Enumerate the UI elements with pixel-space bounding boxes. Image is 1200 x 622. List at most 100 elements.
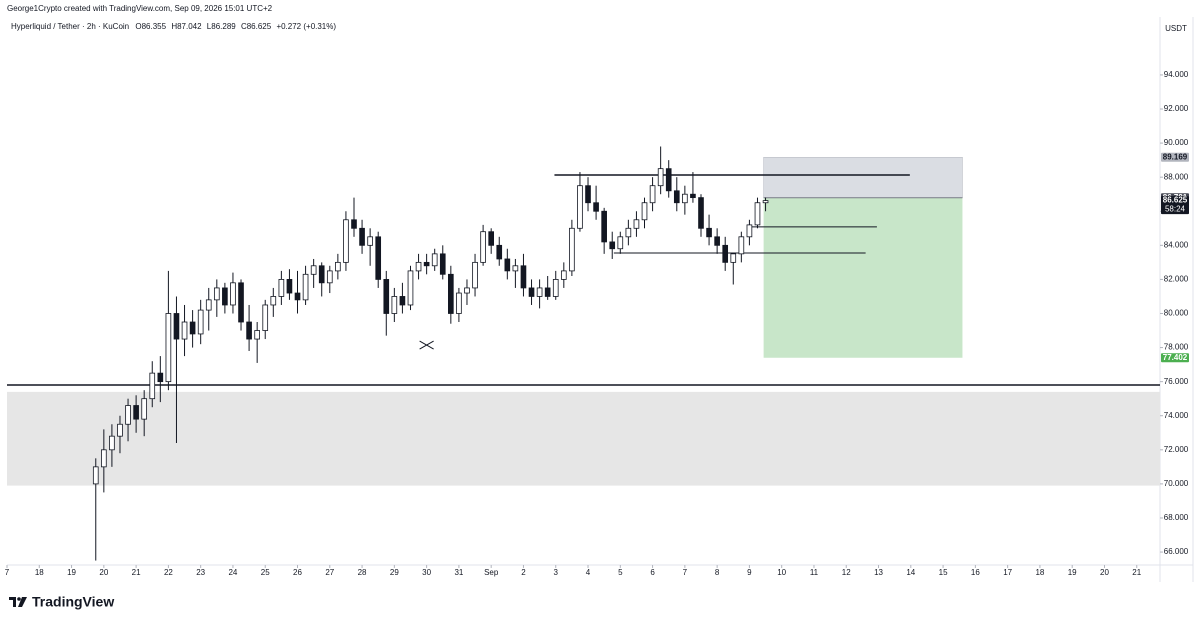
candle-body — [560, 270, 567, 280]
candle-body — [488, 231, 495, 246]
candle-body — [472, 261, 478, 289]
x-tick-label: 8 — [715, 568, 720, 577]
candle-body — [593, 202, 599, 212]
x-tick-label: 9 — [747, 568, 752, 577]
ohlc-close: C86.625 — [241, 22, 272, 31]
candle-body — [262, 304, 269, 331]
candle-body — [310, 265, 317, 275]
y-tick-label: 76.000 — [1164, 377, 1189, 386]
candle-body — [625, 227, 632, 238]
candle-body — [294, 292, 301, 301]
candle-body — [318, 265, 325, 284]
candle-body — [286, 279, 293, 294]
change: +0.272 (+0.31%) — [276, 22, 336, 31]
candle-body — [536, 287, 543, 297]
candle-body — [673, 190, 680, 204]
x-tick-label: 24 — [228, 568, 237, 577]
x-tick-label: 29 — [390, 568, 399, 577]
x-tick-label: 7 — [683, 568, 688, 577]
x-tick-label: 18 — [35, 568, 44, 577]
candle-body — [577, 185, 583, 229]
candle-body — [399, 296, 406, 306]
candle-body — [222, 287, 228, 306]
candle-body — [480, 231, 486, 263]
candle-body — [415, 261, 422, 272]
logo-dot — [17, 597, 21, 601]
candle-body — [722, 244, 729, 263]
price-badge-label: 77.402 — [1163, 353, 1188, 362]
candle-body — [326, 270, 333, 284]
candle-body — [133, 405, 139, 420]
candle-body — [407, 270, 414, 306]
candle-body — [367, 236, 373, 246]
candle-body — [665, 168, 672, 192]
plot-area — [7, 146, 1160, 561]
x-tick-label: 17 — [1003, 568, 1012, 577]
candle-body — [343, 219, 349, 263]
ohlc-low: L86.289 — [207, 22, 236, 31]
candle-body — [682, 193, 688, 204]
candle-body — [351, 219, 357, 229]
candle-body — [569, 227, 575, 272]
candle-body — [585, 185, 591, 204]
candle-body — [254, 330, 260, 340]
candle-body — [730, 253, 737, 263]
candle-body — [714, 236, 720, 246]
candle-body — [706, 227, 712, 238]
x-tick-label: 19 — [1068, 568, 1077, 577]
y-tick-label: 90.000 — [1164, 138, 1189, 147]
y-tick-label: 84.000 — [1164, 240, 1189, 249]
target-zone — [763, 197, 963, 358]
stop-zone — [763, 157, 963, 199]
candle-body — [456, 292, 462, 314]
price-badge-label: 89.169 — [1163, 152, 1188, 161]
x-tick-label: 11 — [810, 568, 819, 577]
x-tick-label: 18 — [1035, 568, 1044, 577]
x-tick-label: 25 — [261, 568, 270, 577]
x-tick-label: 10 — [777, 568, 786, 577]
x-tick-label: 26 — [293, 568, 302, 577]
candle-body — [117, 423, 123, 437]
x-tick-label: 2 — [521, 568, 526, 577]
x-tick-label: 22 — [164, 568, 173, 577]
candle-body — [270, 296, 277, 306]
candle-body — [125, 405, 131, 425]
x-tick-label: 20 — [99, 568, 108, 577]
cross-marker — [419, 340, 434, 350]
logo — [9, 597, 27, 607]
candle-body — [302, 273, 309, 301]
candle-body — [246, 321, 252, 340]
candle-body — [197, 309, 204, 335]
logo-mark — [9, 597, 16, 607]
candle-body — [754, 202, 761, 226]
x-tick-label: 12 — [842, 568, 851, 577]
candle-body — [528, 287, 535, 297]
candle-body — [601, 210, 607, 243]
candle-body — [383, 279, 390, 314]
y-tick-label: 72.000 — [1164, 445, 1189, 454]
candle-body — [504, 258, 511, 272]
candle-body — [738, 236, 745, 255]
x-tick-label: 20 — [1100, 568, 1109, 577]
candle-body — [762, 200, 769, 204]
symbol: Hyperliquid / Tether · 2h · KuCoin — [11, 22, 129, 31]
x-tick-label: 27 — [325, 568, 334, 577]
candle-body — [544, 287, 551, 297]
candle-body — [230, 282, 236, 306]
candle-body — [141, 398, 148, 420]
y-tick-label: 70.000 — [1164, 479, 1189, 488]
x-tick-label: 4 — [586, 568, 591, 577]
candle-body — [278, 279, 285, 297]
y-unit: USDT — [1165, 24, 1187, 33]
x-tick-label: 28 — [358, 568, 367, 577]
candle-body — [448, 273, 454, 314]
candle-body — [746, 224, 753, 238]
candle-body — [464, 287, 470, 294]
candle-body — [657, 168, 664, 187]
candle-body — [149, 372, 156, 400]
candle-body — [512, 265, 519, 272]
candle-body — [173, 313, 180, 340]
candle-body — [189, 321, 196, 335]
y-tick-label: 74.000 — [1164, 411, 1189, 420]
